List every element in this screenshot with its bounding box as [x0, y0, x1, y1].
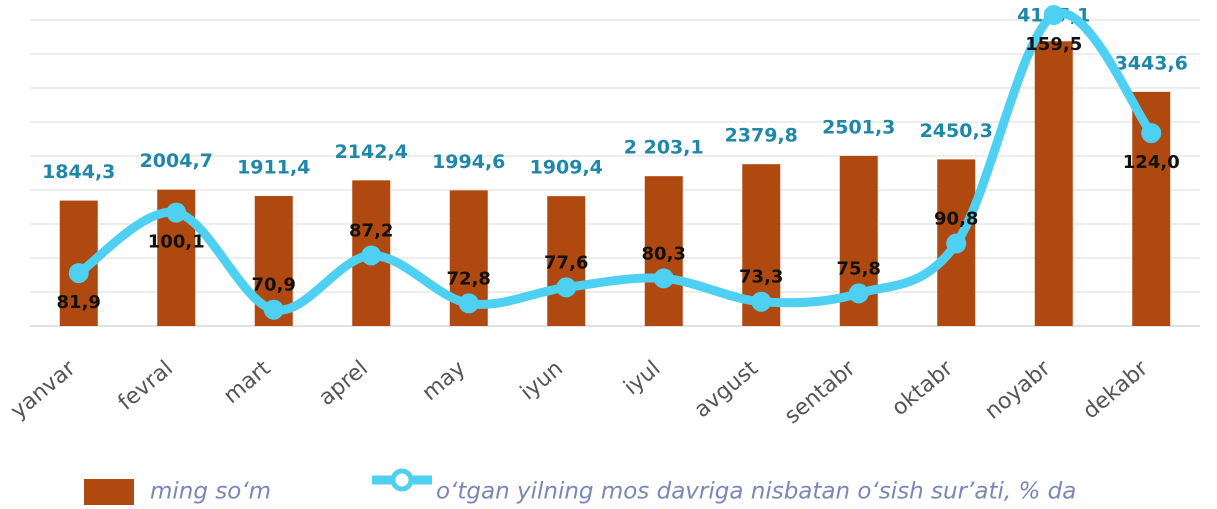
bar-value-label: 2142,4 [335, 141, 408, 163]
x-tick-label: sentabr [780, 355, 861, 429]
legend-swatch [84, 479, 134, 505]
line-marker [1141, 123, 1162, 144]
bar-value-label: 2501,3 [822, 116, 895, 138]
legend-label: ming so‘m [150, 479, 271, 505]
line-marker [458, 293, 479, 314]
x-tick-label: iyun [516, 356, 568, 405]
line-value-label: 159,5 [1025, 34, 1082, 55]
line-marker [166, 202, 187, 223]
line-value-label: 77,6 [544, 252, 588, 273]
bar [1034, 41, 1073, 327]
bar-value-label: 1844,3 [42, 161, 115, 183]
bar-value-label: 2379,8 [725, 125, 798, 147]
x-tick-label: dekabr [1078, 355, 1153, 424]
bar-value-label: 3443,6 [1115, 52, 1188, 74]
line-marker [848, 283, 869, 304]
bar [547, 196, 586, 326]
bar [644, 176, 683, 326]
x-tick-label: aprel [314, 356, 373, 411]
bar-value-label: 1909,4 [530, 157, 603, 179]
bar-value-label: 1911,4 [237, 157, 310, 179]
bar-value-label: 2450,3 [920, 120, 993, 142]
line-value-label: 75,8 [837, 258, 881, 279]
x-tick-label: noyabr [980, 355, 1056, 424]
x-tick-label: avgust [690, 356, 763, 423]
line-marker [653, 268, 674, 289]
line [74, 8, 1156, 315]
line-marker [556, 277, 577, 298]
line-marker [361, 245, 382, 266]
x-tick-label: fevral [114, 356, 178, 416]
line-value-label: 81,9 [57, 292, 101, 313]
line-value-label: 90,8 [934, 209, 978, 230]
x-tick-label: mart [219, 356, 276, 409]
line-value-label: 87,2 [349, 220, 393, 241]
line-value-label: 124,0 [1123, 152, 1180, 173]
line-marker [946, 233, 967, 254]
x-tick-label: may [418, 356, 471, 406]
line-marker [263, 299, 284, 320]
line-value-label: 100,1 [148, 232, 205, 253]
legend-marker [390, 468, 414, 492]
line-value-label: 70,9 [252, 275, 296, 296]
x-tick-label: oktabr [887, 355, 958, 421]
line-value-label: 72,8 [447, 268, 491, 289]
line-marker [1043, 5, 1064, 26]
legend-label: o‘tgan yilning mos davriga nisbatan o‘si… [436, 479, 1076, 505]
line-value-label: 73,3 [739, 267, 783, 288]
bar-value-label: 2 203,1 [624, 137, 704, 159]
bar-value-label: 1994,6 [432, 151, 505, 173]
x-tick-label: yanvar [6, 355, 81, 424]
line-value-label: 80,3 [642, 243, 686, 264]
line-marker [68, 263, 89, 284]
x-tick-label: iyul [619, 356, 665, 400]
bar-value-label: 2004,7 [140, 150, 213, 172]
line-marker [751, 291, 772, 312]
